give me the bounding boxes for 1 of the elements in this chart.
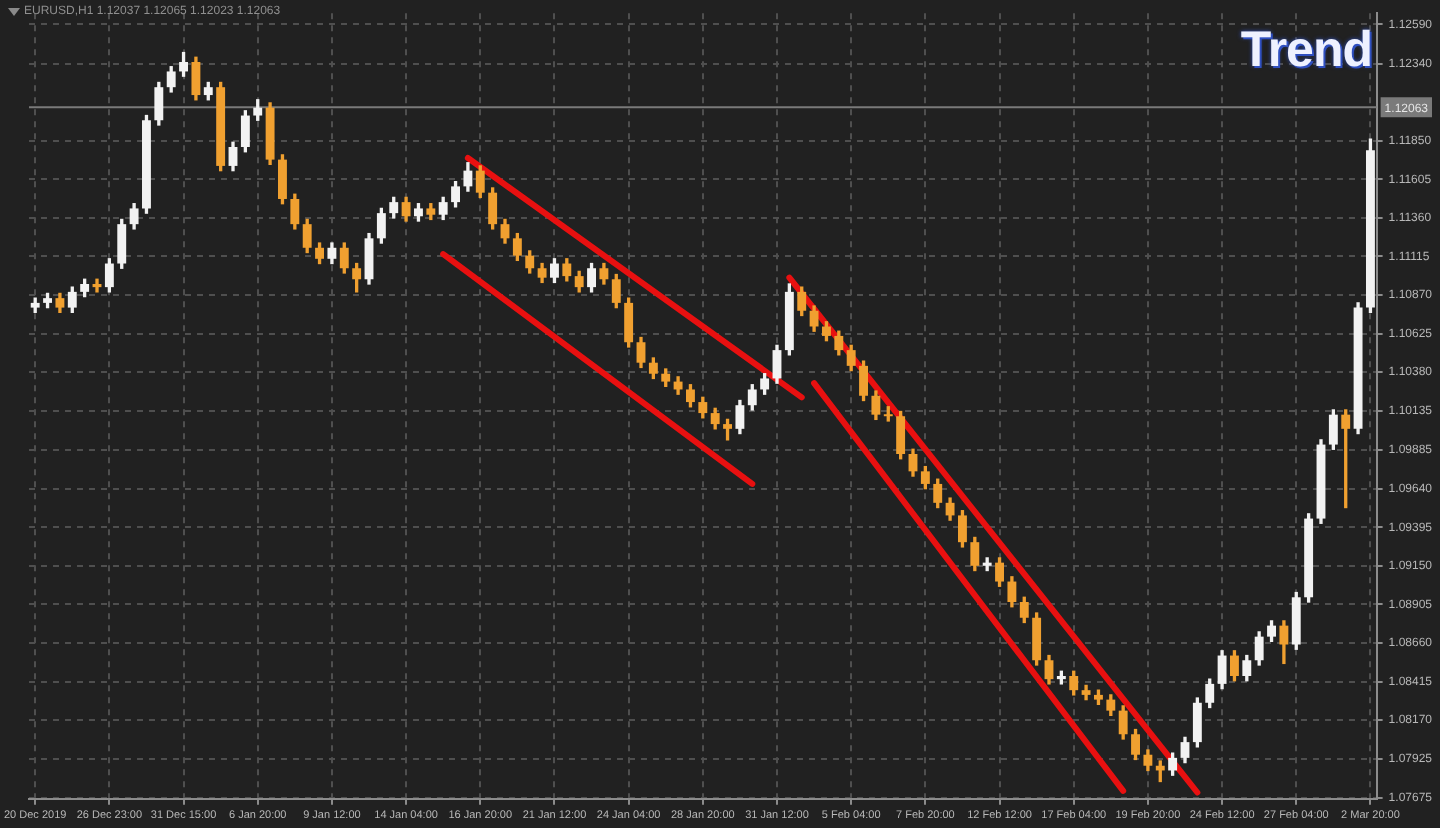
chart-title: Trend: [1240, 22, 1372, 78]
